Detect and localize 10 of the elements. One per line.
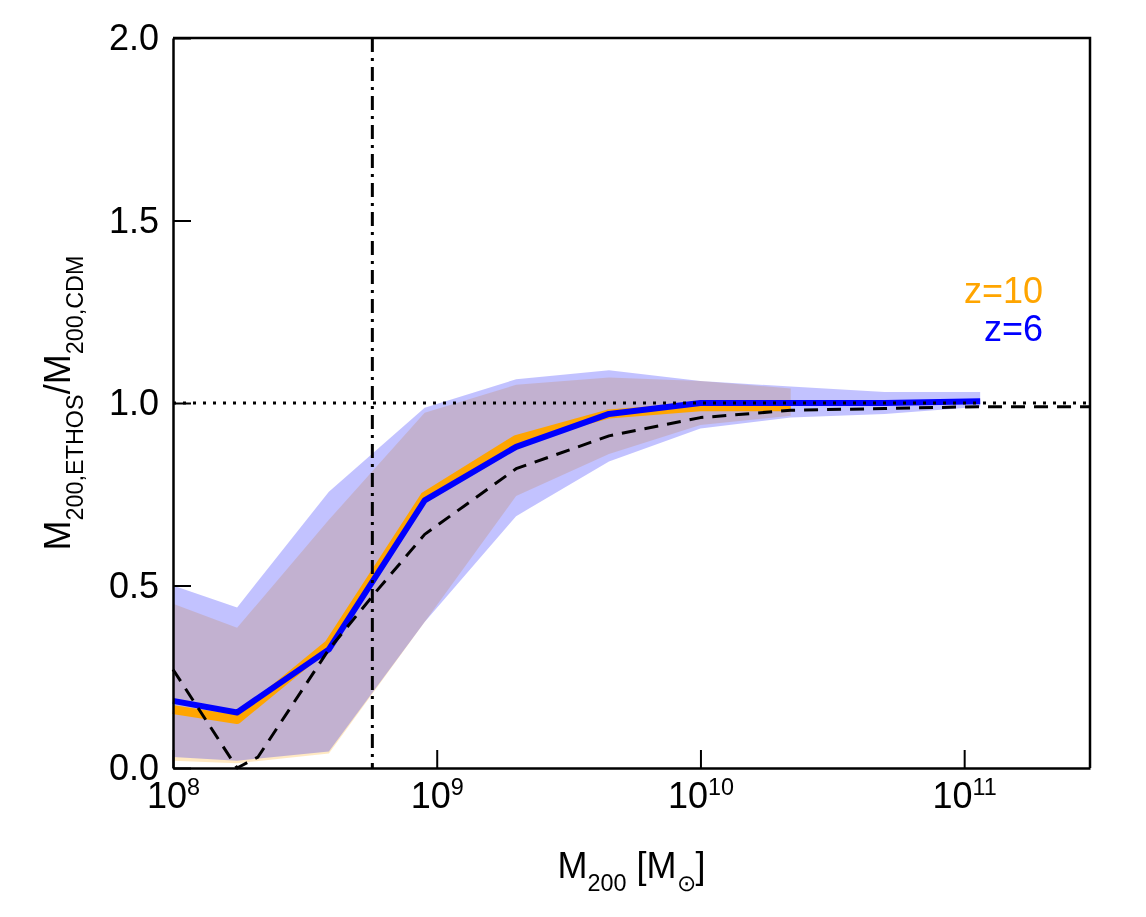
text: z=10 [963,270,1043,311]
y-tick-label: 2.0 [108,17,159,59]
y-tick-label: 1.0 [108,382,159,424]
y-tick-label: 0.5 [108,564,159,606]
x-tick-label: 10$^{10}$ [667,773,734,816]
series-label: z=6 [983,308,1043,349]
x-axis-title: M$_{200}$ [M$_{⊙}$] [557,845,706,896]
x-tick-label: 10$^{11}$ [932,773,997,816]
y-tick-label: 1.5 [108,199,159,241]
x-tick-label: 10$^{9}$ [410,773,464,816]
